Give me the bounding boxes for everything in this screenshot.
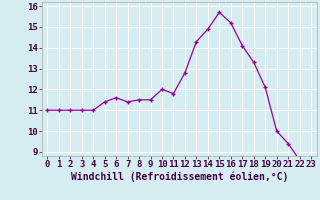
X-axis label: Windchill (Refroidissement éolien,°C): Windchill (Refroidissement éolien,°C) xyxy=(70,172,288,182)
